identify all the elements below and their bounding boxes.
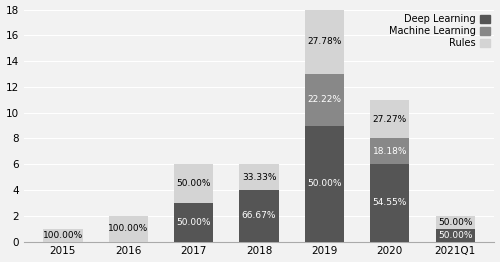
Bar	[108, 216, 148, 242]
Text: 27.78%: 27.78%	[308, 37, 342, 46]
Bar	[305, 74, 344, 125]
Bar	[305, 125, 344, 242]
Text: 50.00%: 50.00%	[438, 231, 472, 240]
Legend: Deep Learning, Machine Learning, Rules: Deep Learning, Machine Learning, Rules	[389, 14, 490, 48]
Bar	[174, 164, 214, 203]
Bar	[240, 164, 279, 190]
Text: 50.00%: 50.00%	[307, 179, 342, 188]
Bar	[305, 9, 344, 74]
Bar	[370, 100, 410, 138]
Text: 50.00%: 50.00%	[176, 179, 211, 188]
Text: 100.00%: 100.00%	[43, 231, 83, 240]
Text: 100.00%: 100.00%	[108, 224, 148, 233]
Bar	[436, 216, 475, 229]
Bar	[436, 229, 475, 242]
Text: 33.33%: 33.33%	[242, 173, 276, 182]
Bar	[240, 190, 279, 242]
Text: 27.27%: 27.27%	[372, 114, 407, 124]
Text: 22.22%: 22.22%	[308, 95, 342, 104]
Bar	[370, 164, 410, 242]
Text: 50.00%: 50.00%	[176, 218, 211, 227]
Bar	[370, 138, 410, 164]
Bar	[174, 203, 214, 242]
Text: 66.67%: 66.67%	[242, 211, 276, 220]
Text: 50.00%: 50.00%	[438, 218, 472, 227]
Text: 54.55%: 54.55%	[372, 198, 407, 208]
Text: 18.18%: 18.18%	[372, 147, 407, 156]
Bar	[44, 229, 82, 242]
